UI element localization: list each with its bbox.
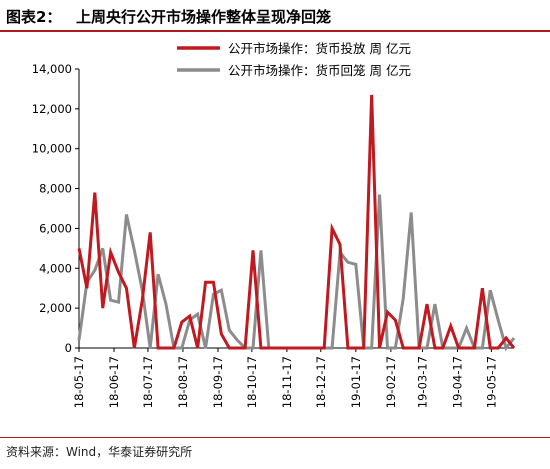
x-tick-label: 18-05-17 xyxy=(72,356,86,408)
figure-label: 图表2： xyxy=(6,8,62,26)
chart-axes: 0 2,000 4,000 6,000 8,000 10,000 12,000 14,000 1… xyxy=(32,62,514,408)
x-tick-label: 19-05-17 xyxy=(484,356,498,408)
footer-rule xyxy=(0,437,550,438)
legend-label-withdrawal: 公开市场操作：货币回笼 周 亿元 xyxy=(228,63,411,78)
series-layer xyxy=(77,94,516,352)
y-tick-label: 8,000 xyxy=(39,182,72,196)
x-tick-label: 18-12-17 xyxy=(314,356,328,408)
header-rule xyxy=(0,30,550,32)
y-tick-label: 4,000 xyxy=(39,261,72,275)
series-line-injection xyxy=(77,94,516,350)
y-tick-label: 0 xyxy=(65,341,72,355)
y-tick-label: 14,000 xyxy=(32,62,72,76)
legend-label-injection: 公开市场操作：货币投放 周 亿元 xyxy=(228,41,411,56)
y-tick-label: 6,000 xyxy=(39,221,72,235)
line-chart: 0 2,000 4,000 6,000 8,000 10,000 12,000 14,000 1… xyxy=(32,41,516,408)
x-tick-label: 19-03-17 xyxy=(415,356,429,408)
x-tick-label: 18-07-17 xyxy=(141,356,155,408)
x-tick-label: 18-10-17 xyxy=(245,356,259,408)
y-tick-label: 12,000 xyxy=(32,102,72,116)
x-tick-label: 19-01-17 xyxy=(349,356,363,408)
x-tick-label: 19-02-17 xyxy=(384,356,398,408)
x-tick-label: 18-08-17 xyxy=(176,356,190,408)
x-tick-label: 18-09-17 xyxy=(211,356,225,408)
chart-title: 上周央行公开市场操作整体呈现净回笼 xyxy=(76,8,332,26)
y-tick-label: 2,000 xyxy=(39,301,72,315)
x-tick-label: 18-06-17 xyxy=(107,356,121,408)
source-note: 资料来源：Wind，华泰证券研究所 xyxy=(6,445,193,459)
chart-header: 图表2： 上周央行公开市场操作整体呈现净回笼 xyxy=(0,0,550,34)
x-tick-label: 18-11-17 xyxy=(280,356,294,408)
y-tick-label: 10,000 xyxy=(32,142,72,156)
x-tick-label: 19-04-17 xyxy=(451,356,465,408)
